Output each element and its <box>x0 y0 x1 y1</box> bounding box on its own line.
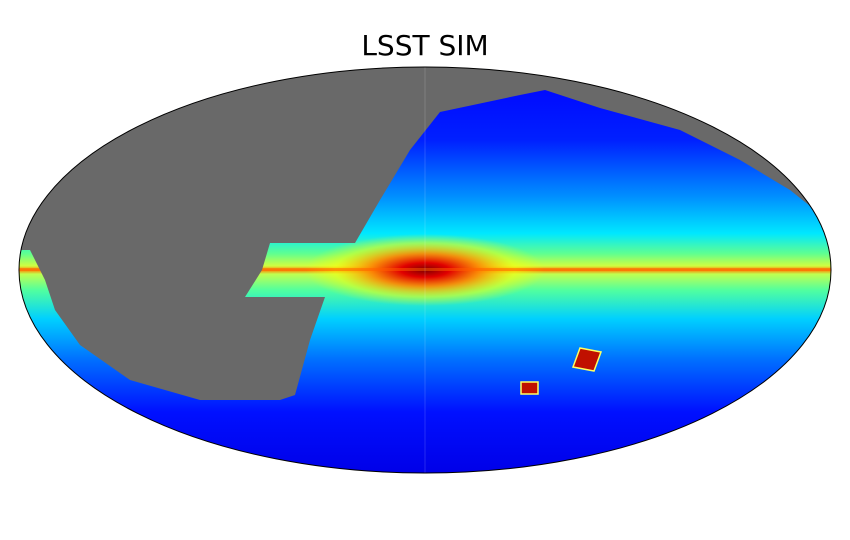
lmc-patch <box>571 347 603 372</box>
map-outline <box>18 66 832 474</box>
map-title: LSST SIM <box>361 29 488 62</box>
smc-patch <box>520 381 539 395</box>
galactic-plane <box>19 268 831 271</box>
